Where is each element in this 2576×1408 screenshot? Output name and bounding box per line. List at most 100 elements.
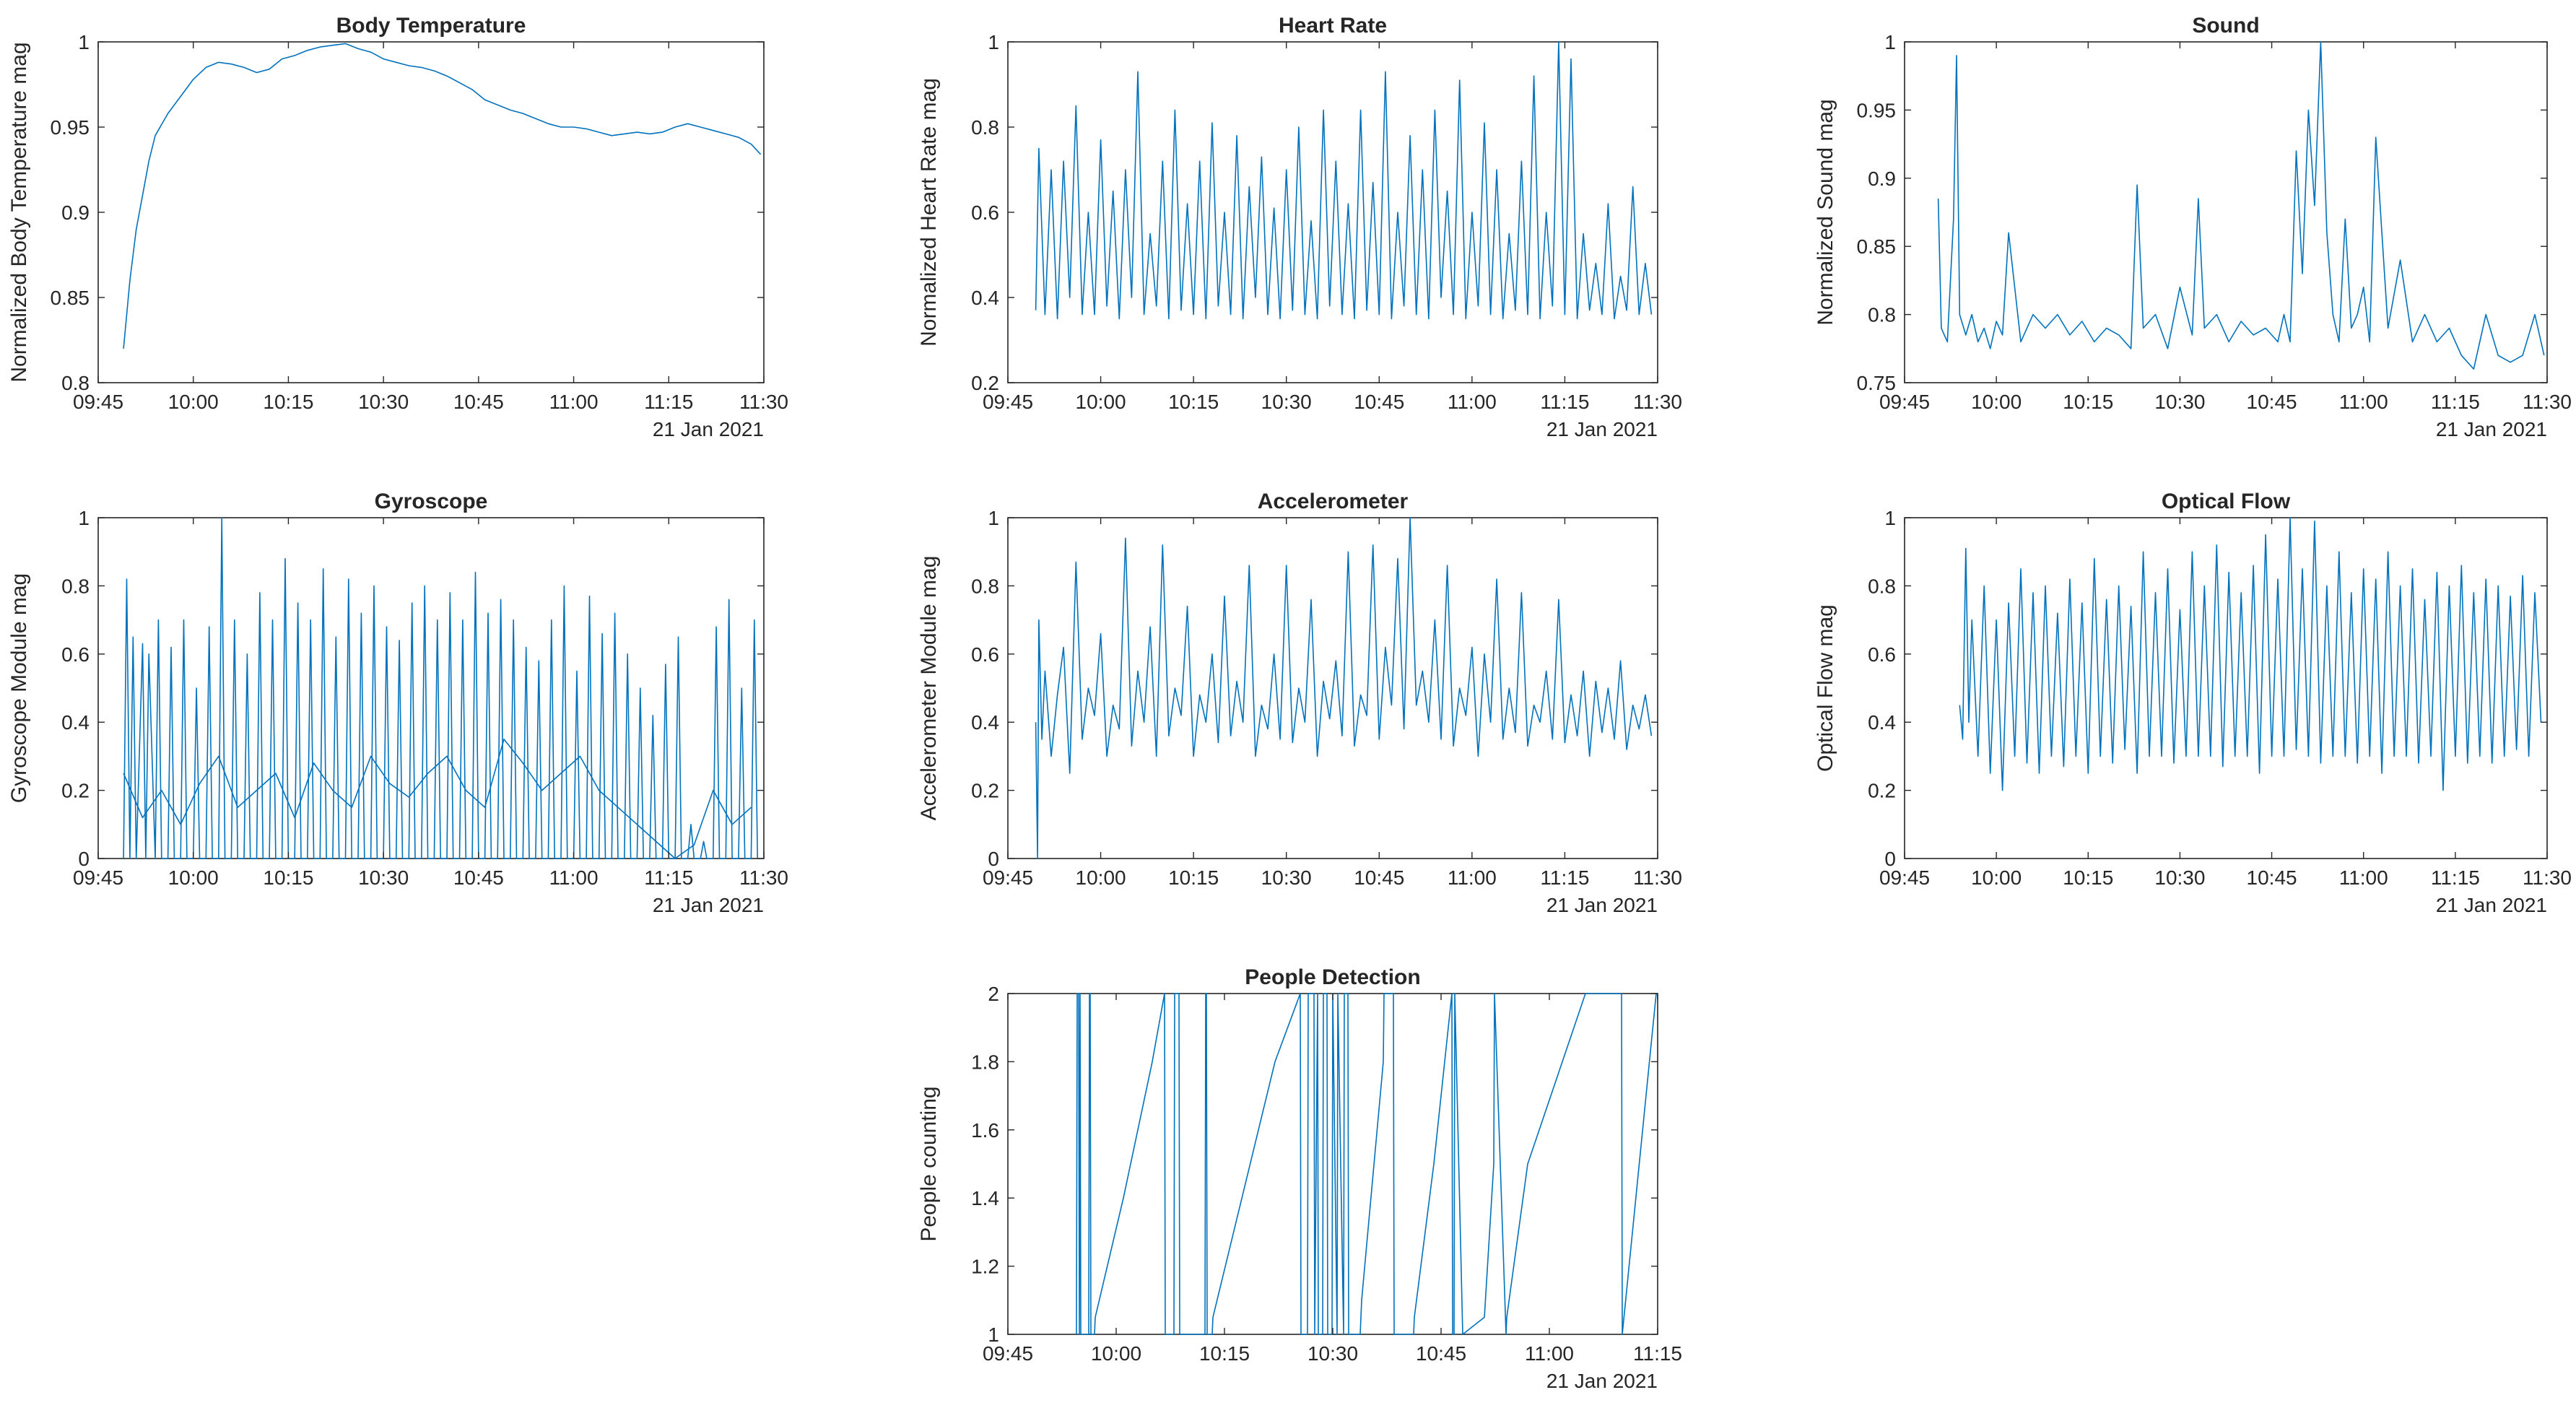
body-temperature-y-tick-label: 0.95 [51, 116, 90, 139]
gyroscope-date-label: 21 Jan 2021 [653, 894, 764, 916]
optical-flow-y-tick-label: 0.2 [1868, 780, 1896, 802]
gyroscope-x-tick-label: 10:15 [263, 866, 313, 889]
body-temperature-y-tick-label: 1 [78, 31, 90, 53]
accelerometer-y-tick-label: 1 [988, 507, 999, 529]
gyroscope-y-tick-label: 0.2 [61, 780, 90, 802]
people-detection-date-label: 21 Jan 2021 [1546, 1370, 1658, 1392]
body-temperature-y-tick-label: 0.8 [61, 372, 90, 394]
sound-series-line [1937, 41, 2545, 370]
people-detection-x-tick-label: 10:30 [1307, 1342, 1358, 1365]
optical-flow-x-tick-label: 10:30 [2154, 866, 2205, 889]
heart-rate-y-tick-label: 0.8 [971, 116, 999, 139]
accelerometer-x-tick-label: 10:15 [1168, 866, 1219, 889]
heart-rate-x-tick-label: 10:45 [1354, 391, 1404, 413]
sound-x-tick-label: 10:30 [2154, 391, 2205, 413]
people-detection-series-line [1076, 993, 1657, 1335]
people-detection-x-tick-label: 11:00 [1525, 1342, 1574, 1365]
heart-rate-panel: 09:45 10:00 10:15 10:30 10:45 11:00 11:15 11:30… [917, 14, 1682, 440]
heart-rate-title: Heart Rate [1279, 14, 1387, 38]
people-detection-y-tick-label: 1.2 [971, 1256, 999, 1278]
body-temperature-date-label: 21 Jan 2021 [653, 418, 764, 440]
sound-x-tick-label: 10:00 [1971, 391, 2022, 413]
accelerometer-plot-area [1007, 517, 1658, 859]
body-temperature-x-tick-label: 11:15 [644, 391, 693, 413]
sound-x-tick-label: 11:00 [2339, 391, 2388, 413]
gyroscope-series-line [123, 517, 758, 859]
body-temperature-panel: 09:45 10:00 10:15 10:30 10:45 11:00 11:15 11:30… [7, 14, 788, 440]
accelerometer-x-tick-label: 09:45 [983, 866, 1033, 889]
gyroscope-x-tick-label: 11:30 [739, 866, 788, 889]
optical-flow-y-tick-label: 0.8 [1868, 575, 1896, 597]
accelerometer-y-tick-label: 0.6 [971, 643, 999, 666]
gyroscope-plot-area [97, 517, 765, 859]
body-temperature-y-tick-label: 0.9 [61, 201, 90, 224]
people-detection-x-tick-label: 11:15 [1633, 1342, 1682, 1365]
sound-x-tick-label: 10:15 [2063, 391, 2113, 413]
sound-y-tick-label: 0.9 [1868, 168, 1896, 190]
accelerometer-series-line [1035, 517, 1653, 859]
body-temperature-title: Body Temperature [336, 14, 526, 38]
heart-rate-x-tick-label: 10:30 [1261, 391, 1312, 413]
gyroscope-x-tick-label: 10:30 [358, 866, 409, 889]
body-temperature-x-tick-label: 10:30 [358, 391, 409, 413]
heart-rate-series-line [1035, 41, 1653, 320]
gyroscope-y-tick-label: 0.8 [61, 575, 90, 597]
gyroscope-series-line-secondary [123, 739, 752, 859]
gyroscope-y-tick-label: 1 [78, 507, 90, 529]
heart-rate-y-tick-label: 1 [988, 31, 999, 53]
sound-x-tick-label: 10:45 [2247, 391, 2297, 413]
people-detection-title: People Detection [1245, 965, 1420, 989]
people-detection-y-tick-label: 1.6 [971, 1119, 999, 1142]
people-detection-y-tick-label: 1.8 [971, 1051, 999, 1073]
people-detection-x-tick-label: 10:45 [1416, 1342, 1466, 1365]
sound-panel: 09:45 10:00 10:15 10:30 10:45 11:00 11:15 11:30… [1814, 14, 2572, 440]
optical-flow-x-tick-label: 11:15 [2431, 866, 2480, 889]
optical-flow-x-tick-label: 09:45 [1879, 866, 1930, 889]
gyroscope-title: Gyroscope [375, 490, 488, 513]
sound-y-tick-label: 1 [1884, 31, 1896, 53]
accelerometer-x-tick-label: 10:30 [1261, 866, 1312, 889]
body-temperature-y-tick-label: 0.85 [51, 287, 90, 309]
people-detection-y-tick-label: 1 [988, 1324, 999, 1346]
heart-rate-x-tick-label: 10:15 [1168, 391, 1219, 413]
gyroscope-y-tick-label: 0.6 [61, 643, 90, 666]
optical-flow-y-tick-label: 0.4 [1868, 711, 1896, 734]
accelerometer-y-tick-label: 0.4 [971, 711, 999, 734]
accelerometer-x-tick-label: 10:45 [1354, 866, 1404, 889]
heart-rate-x-tick-label: 11:00 [1448, 391, 1497, 413]
accelerometer-x-tick-label: 11:30 [1633, 866, 1682, 889]
body-temperature-series-line [123, 43, 762, 349]
accelerometer-y-tick-label: 0 [988, 848, 999, 870]
people-detection-x-tick-label: 09:45 [983, 1342, 1033, 1365]
sound-y-tick-label: 0.75 [1857, 372, 1897, 394]
optical-flow-x-tick-label: 10:45 [2247, 866, 2297, 889]
heart-rate-y-axis-label: Normalized Heart Rate mag [917, 78, 941, 347]
body-temperature-x-tick-label: 09:45 [73, 391, 123, 413]
sound-date-label: 21 Jan 2021 [2436, 418, 2547, 440]
gyroscope-panel: 09:45 10:00 10:15 10:30 10:45 11:00 11:15 11:30… [7, 490, 788, 916]
accelerometer-x-tick-label: 11:15 [1540, 866, 1589, 889]
accelerometer-x-tick-label: 11:00 [1448, 866, 1497, 889]
body-temperature-y-axis-label: Normalized Body Temperature mag [7, 42, 31, 382]
optical-flow-plot-area [1904, 517, 2548, 859]
accelerometer-x-tick-label: 10:00 [1076, 866, 1126, 889]
sound-x-tick-label: 11:30 [2523, 391, 2572, 413]
sound-x-tick-label: 11:15 [2431, 391, 2480, 413]
gyroscope-y-tick-label: 0 [78, 848, 90, 870]
gyroscope-x-tick-label: 10:00 [168, 866, 219, 889]
optical-flow-x-tick-label: 10:15 [2063, 866, 2113, 889]
sound-plot-area [1904, 41, 2548, 383]
body-temperature-x-tick-label: 11:00 [549, 391, 599, 413]
sound-y-tick-label: 0.8 [1868, 304, 1896, 326]
optical-flow-y-tick-label: 0.6 [1868, 643, 1896, 666]
people-detection-y-axis-label: People counting [917, 1086, 941, 1241]
sound-x-tick-label: 09:45 [1879, 391, 1930, 413]
sound-title: Sound [2192, 14, 2259, 38]
gyroscope-x-tick-label: 09:45 [73, 866, 123, 889]
people-detection-x-tick-label: 10:00 [1091, 1342, 1141, 1365]
gyroscope-x-tick-label: 11:00 [549, 866, 599, 889]
sound-y-tick-label: 0.95 [1857, 99, 1897, 121]
heart-rate-date-label: 21 Jan 2021 [1546, 418, 1658, 440]
body-temperature-x-tick-label: 10:15 [263, 391, 313, 413]
